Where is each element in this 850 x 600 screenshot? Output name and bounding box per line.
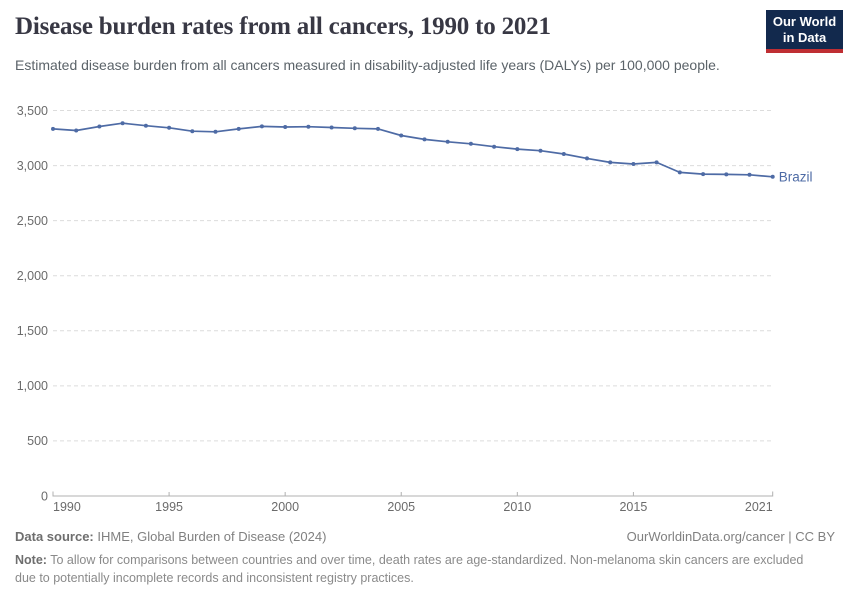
data-point-marker[interactable] (654, 160, 659, 165)
x-axis-tick-label: 2021 (745, 500, 773, 514)
data-point-marker[interactable] (167, 125, 172, 130)
note-text: To allow for comparisons between countri… (15, 553, 804, 586)
y-axis-tick-label: 2,000 (17, 269, 48, 283)
x-axis-tick-label: 1995 (155, 500, 183, 514)
data-point-marker[interactable] (352, 126, 357, 131)
note-label: Note: (15, 553, 47, 567)
owid-logo-line2: in Data (782, 30, 827, 45)
y-axis-tick-label: 3,500 (17, 104, 48, 118)
x-axis-tick-label: 2010 (503, 500, 531, 514)
chart-title: Disease burden rates from all cancers, 1… (15, 13, 551, 40)
data-point-marker[interactable] (190, 129, 195, 134)
data-point-marker[interactable] (74, 128, 79, 133)
data-point-marker[interactable] (143, 123, 148, 128)
x-axis-tick-label: 2015 (619, 500, 647, 514)
data-point-marker[interactable] (585, 156, 589, 161)
note-line: Note: To allow for comparisons between c… (15, 551, 805, 587)
data-point-marker[interactable] (120, 121, 125, 126)
y-axis-tick-label: 2,500 (17, 214, 48, 228)
y-axis-tick-label: 0 (41, 489, 48, 503)
data-point-marker[interactable] (399, 133, 404, 138)
data-point-marker[interactable] (306, 124, 311, 129)
y-axis-tick-label: 1,500 (17, 324, 48, 338)
trend-line-brazil[interactable] (52, 122, 774, 178)
data-point-marker[interactable] (677, 170, 682, 175)
series-entity-label[interactable]: Brazil (779, 169, 813, 184)
x-axis-tick-label: 2005 (387, 500, 415, 514)
data-point-marker[interactable] (631, 162, 636, 166)
data-point-marker[interactable] (561, 152, 566, 156)
data-point-marker[interactable] (283, 125, 288, 129)
data-point-marker[interactable] (492, 144, 497, 149)
data-point-marker[interactable] (422, 137, 427, 142)
data-point-marker[interactable] (468, 141, 473, 146)
data-point-marker[interactable] (259, 124, 264, 129)
data-point-marker[interactable] (770, 174, 775, 179)
data-point-marker[interactable] (51, 126, 55, 131)
data-point-marker[interactable] (329, 125, 334, 130)
chart-subtitle: Estimated disease burden from all cancer… (15, 57, 720, 73)
data-point-marker[interactable] (515, 147, 520, 152)
data-point-marker[interactable] (236, 126, 241, 131)
owid-logo-line1: Our World (772, 14, 837, 29)
y-axis-tick-label: 3,000 (17, 159, 48, 173)
data-point-marker[interactable] (445, 139, 450, 144)
owid-logo[interactable]: Our World in Data (766, 10, 843, 53)
x-axis-line (52, 491, 774, 497)
data-point-marker[interactable] (747, 172, 752, 177)
x-axis-tick-label: 1990 (53, 500, 81, 514)
data-source-line: Data source: IHME, Global Burden of Dise… (15, 529, 326, 544)
data-source-label: Data source: (15, 529, 94, 544)
data-point-marker[interactable] (701, 172, 706, 177)
license-link[interactable]: OurWorldinData.org/cancer | CC BY (626, 529, 835, 544)
data-point-marker[interactable] (538, 148, 543, 153)
y-axis-tick-label: 500 (27, 434, 48, 448)
data-point-marker[interactable] (608, 160, 613, 165)
data-point-marker[interactable] (97, 124, 102, 129)
data-point-marker[interactable] (724, 172, 729, 177)
data-point-marker[interactable] (213, 129, 218, 134)
y-axis-tick-label: 1,000 (17, 379, 48, 393)
data-source-text: IHME, Global Burden of Disease (2024) (93, 529, 327, 544)
x-axis-tick-label: 2000 (271, 500, 299, 514)
data-point-marker[interactable] (376, 126, 380, 131)
chart-footer: Data source: IHME, Global Burden of Dise… (15, 529, 835, 587)
